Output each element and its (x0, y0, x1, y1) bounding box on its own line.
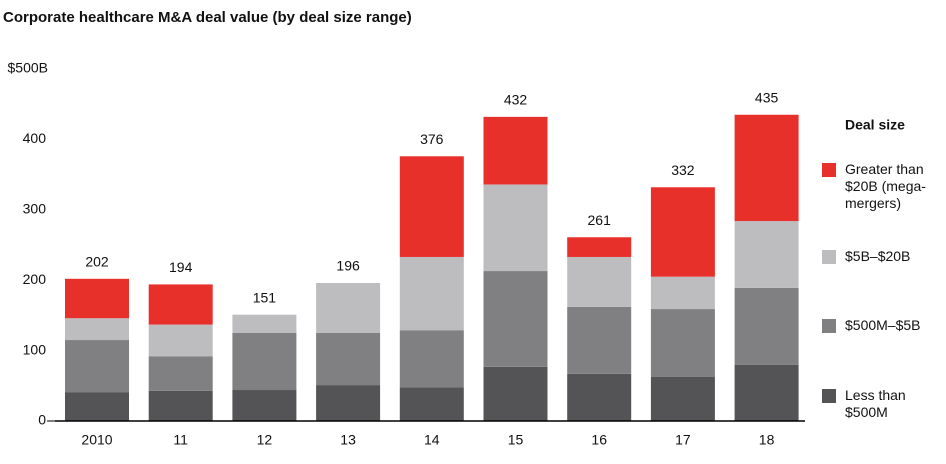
x-tick-label: 11 (173, 432, 188, 448)
bar-segment (232, 314, 297, 333)
y-tick-label: 200 (23, 271, 47, 287)
x-tick-label: 18 (759, 432, 775, 448)
legend-swatch (822, 319, 836, 333)
bar-segment (399, 387, 464, 421)
legend-swatch (822, 163, 836, 177)
y-tick-label: 100 (23, 341, 47, 357)
bar-segment (65, 392, 129, 421)
bar-segment (650, 376, 715, 421)
y-tick-label: 300 (23, 201, 47, 217)
bar-segment (232, 333, 297, 391)
bar-segment (567, 237, 632, 257)
bar-segment (650, 187, 715, 277)
bar-segment (483, 116, 548, 185)
bar-segment (399, 156, 464, 257)
x-tick-label: 15 (508, 432, 524, 448)
x-tick-label: 13 (340, 432, 356, 448)
bar-segment (567, 256, 632, 307)
bar-segment (399, 330, 464, 388)
bar-segment (734, 221, 799, 288)
total-label: 376 (420, 131, 444, 147)
bar-segment (483, 184, 548, 272)
x-tick-label: 16 (591, 432, 607, 448)
chart-title: Corporate healthcare M&A deal value (by … (3, 9, 412, 26)
legend-swatch (822, 389, 836, 403)
bar-segment (148, 284, 213, 325)
bar-segment (650, 276, 715, 310)
legend-label: Greater than $20B (mega-mergers) (845, 161, 926, 211)
x-tick-label: 12 (257, 432, 273, 448)
bar-segment (316, 333, 381, 386)
bar-segment (148, 390, 213, 421)
x-tick-label: 14 (424, 432, 440, 448)
bar-segment (734, 287, 799, 365)
bar-segment (316, 283, 381, 333)
bar-segment (567, 306, 632, 374)
bar-segment (148, 356, 213, 391)
bar-segment (734, 114, 799, 222)
total-label: 261 (588, 212, 612, 228)
total-label: 432 (504, 92, 528, 108)
bar-segment (399, 256, 464, 331)
bar-segment (567, 373, 632, 421)
total-label: 202 (85, 253, 109, 269)
legend-label: $5B–$20B (845, 248, 911, 264)
bar-segment (65, 318, 129, 341)
y-tick-label: 400 (23, 130, 47, 146)
bar-segment (650, 309, 715, 377)
y-tick-label: 0 (38, 412, 46, 428)
x-tick-label: 2010 (81, 432, 112, 448)
x-tick-label: 17 (675, 432, 691, 448)
bar-segment (483, 271, 548, 367)
y-tick-label: $500B (8, 60, 48, 76)
legend-label: Less than $500M (845, 387, 906, 420)
legend-label: $500M–$5B (845, 317, 921, 333)
bar-segment (483, 366, 548, 421)
total-label: 332 (671, 162, 695, 178)
bar-segment (232, 390, 297, 421)
bar-segment (148, 324, 213, 357)
total-label: 194 (169, 259, 193, 275)
bar-segment (65, 340, 129, 393)
bar-segment (316, 385, 381, 421)
total-label: 196 (336, 258, 360, 274)
total-label: 435 (755, 89, 779, 105)
bar-segment (65, 278, 129, 319)
bar-segment (734, 364, 799, 421)
total-label: 151 (253, 289, 277, 305)
legend-swatch (822, 250, 836, 264)
legend-title: Deal size (845, 117, 905, 133)
